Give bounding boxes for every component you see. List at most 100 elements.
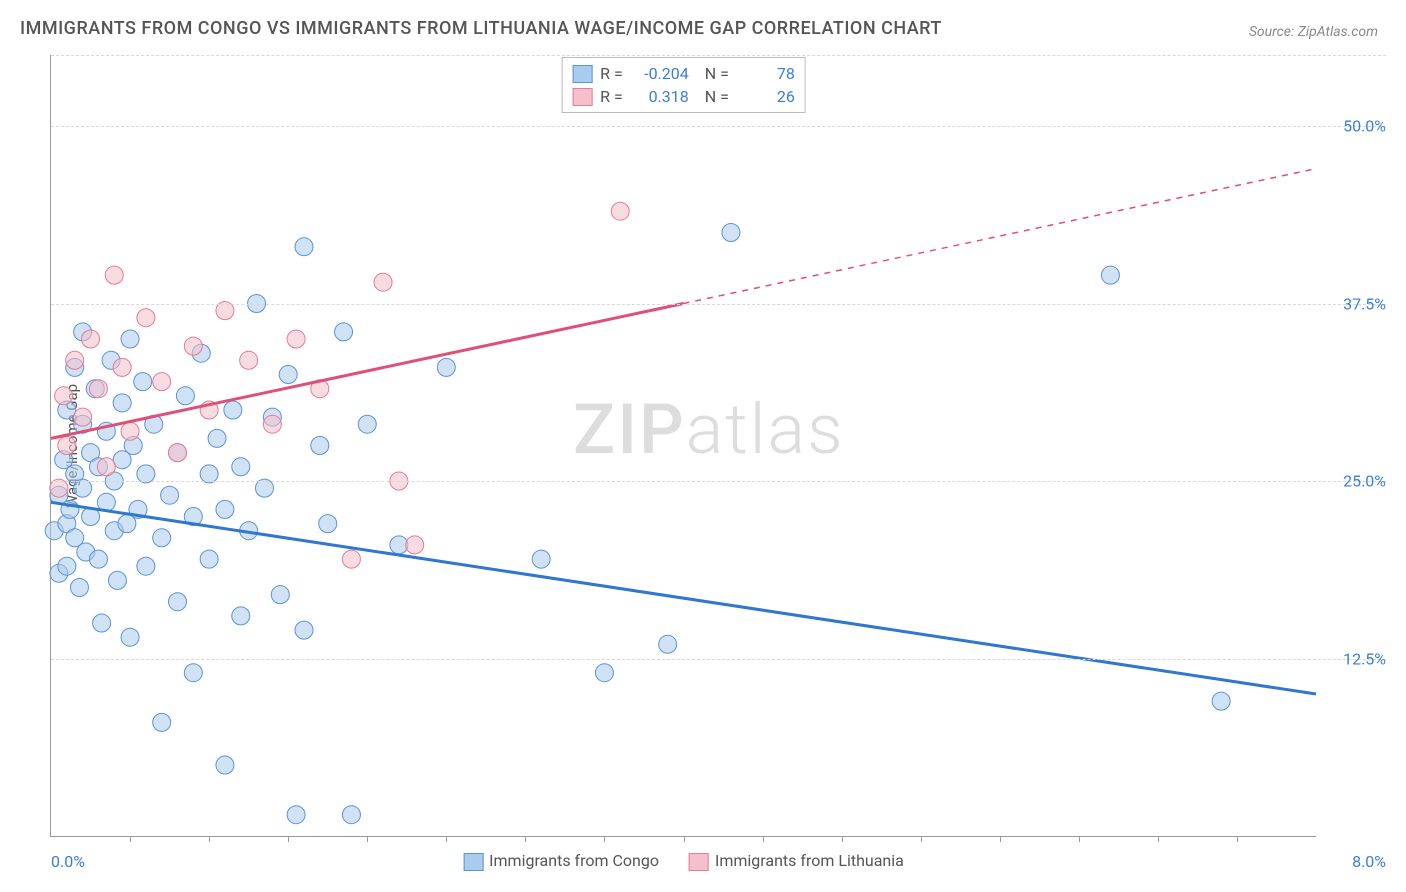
scatter-point [134, 373, 152, 391]
scatter-point [532, 550, 550, 568]
scatter-point [121, 330, 139, 348]
x-tick [1158, 836, 1159, 842]
grid-line [51, 304, 1386, 305]
source-attribution: Source: ZipAtlas.com [1249, 24, 1378, 40]
scatter-point [342, 806, 360, 824]
scatter-point [105, 266, 123, 284]
x-tick [525, 836, 526, 842]
x-tick [1237, 836, 1238, 842]
x-tick [209, 836, 210, 842]
scatter-point [108, 571, 126, 589]
scatter-point [184, 337, 202, 355]
scatter-point [121, 422, 139, 440]
scatter-point [295, 621, 313, 639]
stats-r-label: R = [600, 87, 623, 106]
scatter-point [722, 224, 740, 242]
scatter-point [611, 202, 629, 220]
x-axis-min-label: 0.0% [51, 852, 85, 871]
scatter-point [319, 515, 337, 533]
scatter-point [595, 664, 613, 682]
scatter-point [121, 628, 139, 646]
scatter-point [153, 713, 171, 731]
scatter-point [137, 309, 155, 327]
trend-line [51, 502, 1316, 694]
legend-label-congo: Immigrants from Congo [489, 851, 659, 870]
y-tick-label: 12.5% [1326, 649, 1386, 668]
x-axis-max-label: 8.0% [1352, 852, 1386, 871]
scatter-point [97, 458, 115, 476]
grid-line [51, 126, 1386, 127]
chart-container: IMMIGRANTS FROM CONGO VS IMMIGRANTS FROM… [0, 0, 1406, 892]
scatter-point [358, 415, 376, 433]
x-tick [604, 836, 605, 842]
stats-n-lithuania: 26 [737, 87, 795, 106]
y-tick-label: 37.5% [1326, 294, 1386, 313]
legend-swatch-lithuania [689, 853, 709, 871]
scatter-point [263, 415, 281, 433]
bottom-legend: Immigrants from Congo Immigrants from Li… [463, 851, 904, 871]
legend-item-congo: Immigrants from Congo [463, 851, 659, 871]
scatter-point [659, 635, 677, 653]
scatter-point [58, 437, 76, 455]
stats-n-label: N = [697, 87, 729, 106]
x-tick [288, 836, 289, 842]
scatter-point [55, 387, 73, 405]
scatter-point [200, 550, 218, 568]
y-tick-label: 50.0% [1326, 117, 1386, 136]
legend-label-lithuania: Immigrants from Lithuania [715, 851, 904, 870]
stats-box: R = -0.204 N = 78 R = 0.318 N = 26 [561, 57, 806, 113]
scatter-point [161, 486, 179, 504]
x-tick [1079, 836, 1080, 842]
scatter-point [335, 323, 353, 341]
scatter-point [74, 408, 92, 426]
scatter-point [287, 806, 305, 824]
scatter-point [113, 358, 131, 376]
scatter-point [82, 330, 100, 348]
grid-line [51, 55, 1386, 56]
chart-title: IMMIGRANTS FROM CONGO VS IMMIGRANTS FROM… [20, 18, 942, 39]
stats-swatch-congo [572, 65, 592, 83]
stats-r-label: R = [600, 64, 623, 83]
scatter-point [374, 273, 392, 291]
x-tick [367, 836, 368, 842]
x-tick [842, 836, 843, 842]
stats-n-congo: 78 [737, 64, 795, 83]
scatter-point [89, 380, 107, 398]
legend-swatch-congo [463, 853, 483, 871]
scatter-point [153, 373, 171, 391]
scatter-point [113, 394, 131, 412]
scatter-point [406, 536, 424, 554]
scatter-point [1212, 692, 1230, 710]
stats-row-lithuania: R = 0.318 N = 26 [572, 85, 795, 108]
x-tick [446, 836, 447, 842]
scatter-point [70, 579, 88, 597]
scatter-point [176, 387, 194, 405]
scatter-point [224, 401, 242, 419]
scatter-point [1101, 266, 1119, 284]
scatter-point [169, 444, 187, 462]
scatter-point [240, 351, 258, 369]
scatter-point [93, 614, 111, 632]
scatter-point [216, 500, 234, 518]
scatter-point [208, 429, 226, 447]
scatter-point [66, 351, 84, 369]
scatter-point [232, 458, 250, 476]
y-tick-label: 25.0% [1326, 472, 1386, 491]
plot-svg [51, 55, 1316, 836]
x-tick [1000, 836, 1001, 842]
grid-line [51, 481, 1386, 482]
scatter-point [184, 664, 202, 682]
x-tick [130, 836, 131, 842]
grid-line [51, 659, 1386, 660]
scatter-point [295, 238, 313, 256]
x-tick [684, 836, 685, 842]
stats-row-congo: R = -0.204 N = 78 [572, 62, 795, 85]
scatter-point [232, 607, 250, 625]
scatter-point [390, 536, 408, 554]
x-tick [921, 836, 922, 842]
scatter-point [311, 437, 329, 455]
stats-n-label: N = [697, 64, 729, 83]
scatter-point [216, 756, 234, 774]
stats-swatch-lithuania [572, 88, 592, 106]
scatter-point [287, 330, 305, 348]
